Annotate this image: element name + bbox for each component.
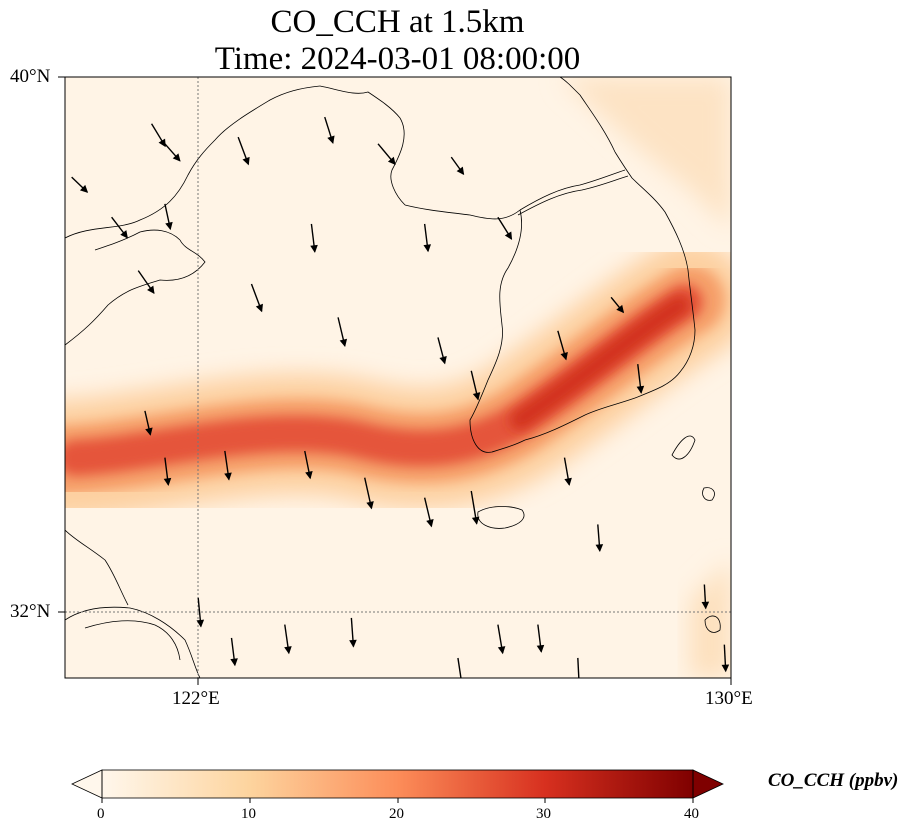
wind-arrow: [563, 457, 572, 486]
wind-arrow: [349, 617, 357, 648]
wind-arrow: [230, 637, 238, 667]
colorbar-tick-40: 40: [684, 806, 699, 822]
xtick-label-122e: 122°E: [172, 688, 220, 709]
coastline-northeast: [559, 77, 616, 153]
wind-arrow: [196, 597, 205, 628]
map-frame: [64, 76, 732, 679]
wind-arrow: [470, 490, 480, 525]
wind-arrow: [636, 364, 645, 394]
colorbar-label: CO_CCH (ppbv): [768, 770, 899, 791]
coastline-yangtze-estuary: [84, 620, 181, 661]
wind-arrow: [304, 450, 313, 480]
coastline-korea-bay: [404, 204, 521, 220]
wind-vectors: [71, 116, 730, 678]
coastline-tsushima: [671, 435, 696, 460]
ytick-label-32n: 32°N: [10, 601, 51, 622]
wind-arrow: [437, 337, 447, 365]
colorbar-extend-high: [692, 769, 724, 799]
wind-arrow: [470, 370, 481, 401]
colorbar-tick-20: 20: [389, 806, 404, 822]
wind-arrow: [364, 477, 374, 510]
wind-arrow: [111, 216, 128, 239]
colorbar-tick-30: 30: [536, 806, 551, 822]
wind-arrow: [423, 497, 434, 528]
wind-arrow: [557, 330, 568, 361]
coastline-yangtze-north: [65, 606, 201, 678]
concentration-field: [65, 77, 731, 678]
colorbar: [71, 769, 724, 803]
wind-arrow: [224, 450, 232, 481]
colorbar-gradient: [102, 770, 693, 798]
wind-arrow: [163, 457, 172, 486]
ytick-label-40n: 40°N: [10, 66, 51, 87]
coastline-korea-east: [524, 151, 696, 441]
wind-arrow: [250, 283, 263, 313]
colorbar-tick-0: 0: [97, 806, 105, 822]
coastline-kyushu-islet: [704, 615, 721, 633]
wind-arrow: [164, 203, 173, 231]
wind-arrow: [237, 136, 250, 166]
coastlines: [65, 77, 721, 678]
wind-arrow: [457, 657, 462, 678]
wind-arrow: [450, 156, 465, 176]
figure-title-line2: Time: 2024-03-01 08:00:00: [214, 41, 581, 77]
colorbar-extend-low: [71, 769, 103, 799]
wind-arrow: [497, 624, 506, 655]
wind-arrow: [137, 270, 155, 295]
coastline-liaodong-peninsula: [319, 85, 406, 206]
wind-arrow: [150, 123, 166, 148]
wind-arrow: [423, 223, 432, 253]
coastline-liaodong-west: [65, 85, 321, 239]
coastline-jeju-island: [477, 506, 525, 529]
wind-arrow: [144, 410, 153, 436]
wind-arrow: [337, 317, 348, 348]
figure-title-line1: CO_CCH at 1.5km: [270, 4, 525, 40]
wind-arrow: [701, 584, 710, 610]
plume-northeast-haze: [560, 77, 731, 230]
colorbar-tick-10: 10: [241, 806, 256, 822]
wind-arrow: [377, 143, 396, 166]
wind-arrow: [164, 143, 181, 162]
wind-arrow: [721, 644, 730, 673]
wind-arrow: [497, 216, 513, 240]
plume-southeast-haze: [690, 560, 731, 678]
coastline-jiangsu: [65, 529, 129, 606]
wind-arrow: [536, 624, 545, 653]
wind-arrow: [324, 116, 335, 144]
wind-arrow: [284, 624, 292, 655]
coastline-korea-west: [469, 209, 526, 453]
wind-arrow: [577, 657, 580, 678]
coastline-shandong-north: [94, 229, 181, 251]
wind-arrow: [310, 223, 318, 253]
coastline-iki: [702, 487, 715, 501]
border-north-korea-2: [517, 175, 629, 216]
wind-arrow: [595, 524, 604, 553]
border-north-korea-1: [519, 169, 626, 211]
xtick-label-130e: 130°E: [705, 688, 753, 709]
wind-arrow: [71, 176, 89, 193]
wind-arrow: [610, 296, 625, 314]
plume-peak-band: [510, 295, 690, 430]
